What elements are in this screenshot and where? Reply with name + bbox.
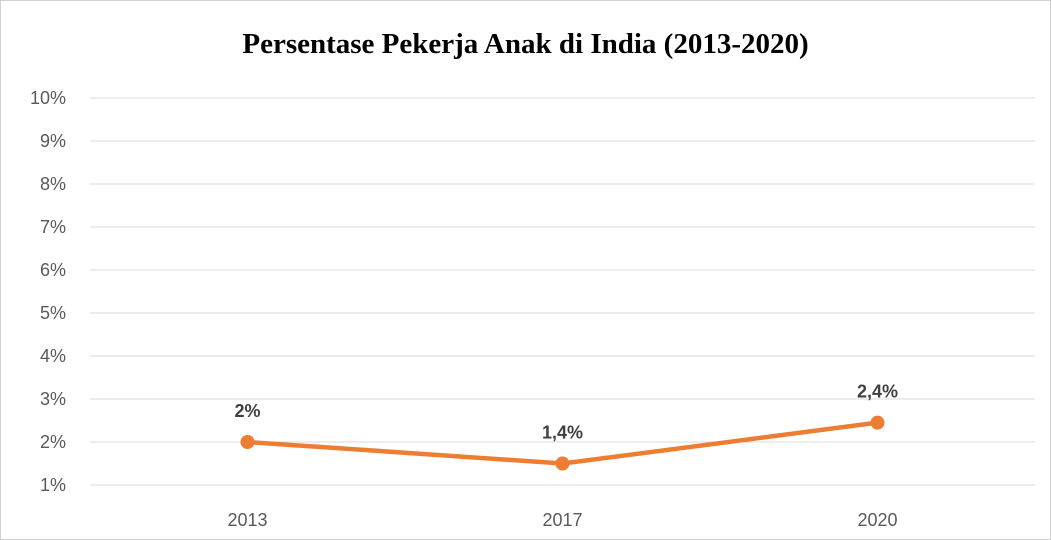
y-tick-label: 6% — [40, 260, 66, 280]
y-tick-label: 2% — [40, 432, 66, 452]
y-tick-label: 5% — [40, 303, 66, 323]
y-tick-label: 3% — [40, 389, 66, 409]
x-tick-label: 2013 — [227, 510, 267, 530]
data-point-2017 — [555, 456, 570, 471]
y-tick-label: 8% — [40, 174, 66, 194]
y-tick-label: 10% — [30, 88, 66, 108]
data-label-2020: 2,4% — [857, 382, 898, 402]
data-label-2017: 1,4% — [542, 423, 583, 443]
y-tick-label: 1% — [40, 475, 66, 495]
data-point-2020 — [870, 415, 885, 430]
chart-title: Persentase Pekerja Anak di India (2013-2… — [242, 28, 809, 60]
y-tick-label: 4% — [40, 346, 66, 366]
y-tick-label: 7% — [40, 217, 66, 237]
data-point-2013 — [240, 435, 255, 449]
data-label-2013: 2% — [234, 401, 260, 421]
x-tick-label: 2017 — [542, 510, 582, 530]
y-tick-label: 9% — [40, 131, 66, 151]
x-tick-label: 2020 — [857, 510, 897, 530]
